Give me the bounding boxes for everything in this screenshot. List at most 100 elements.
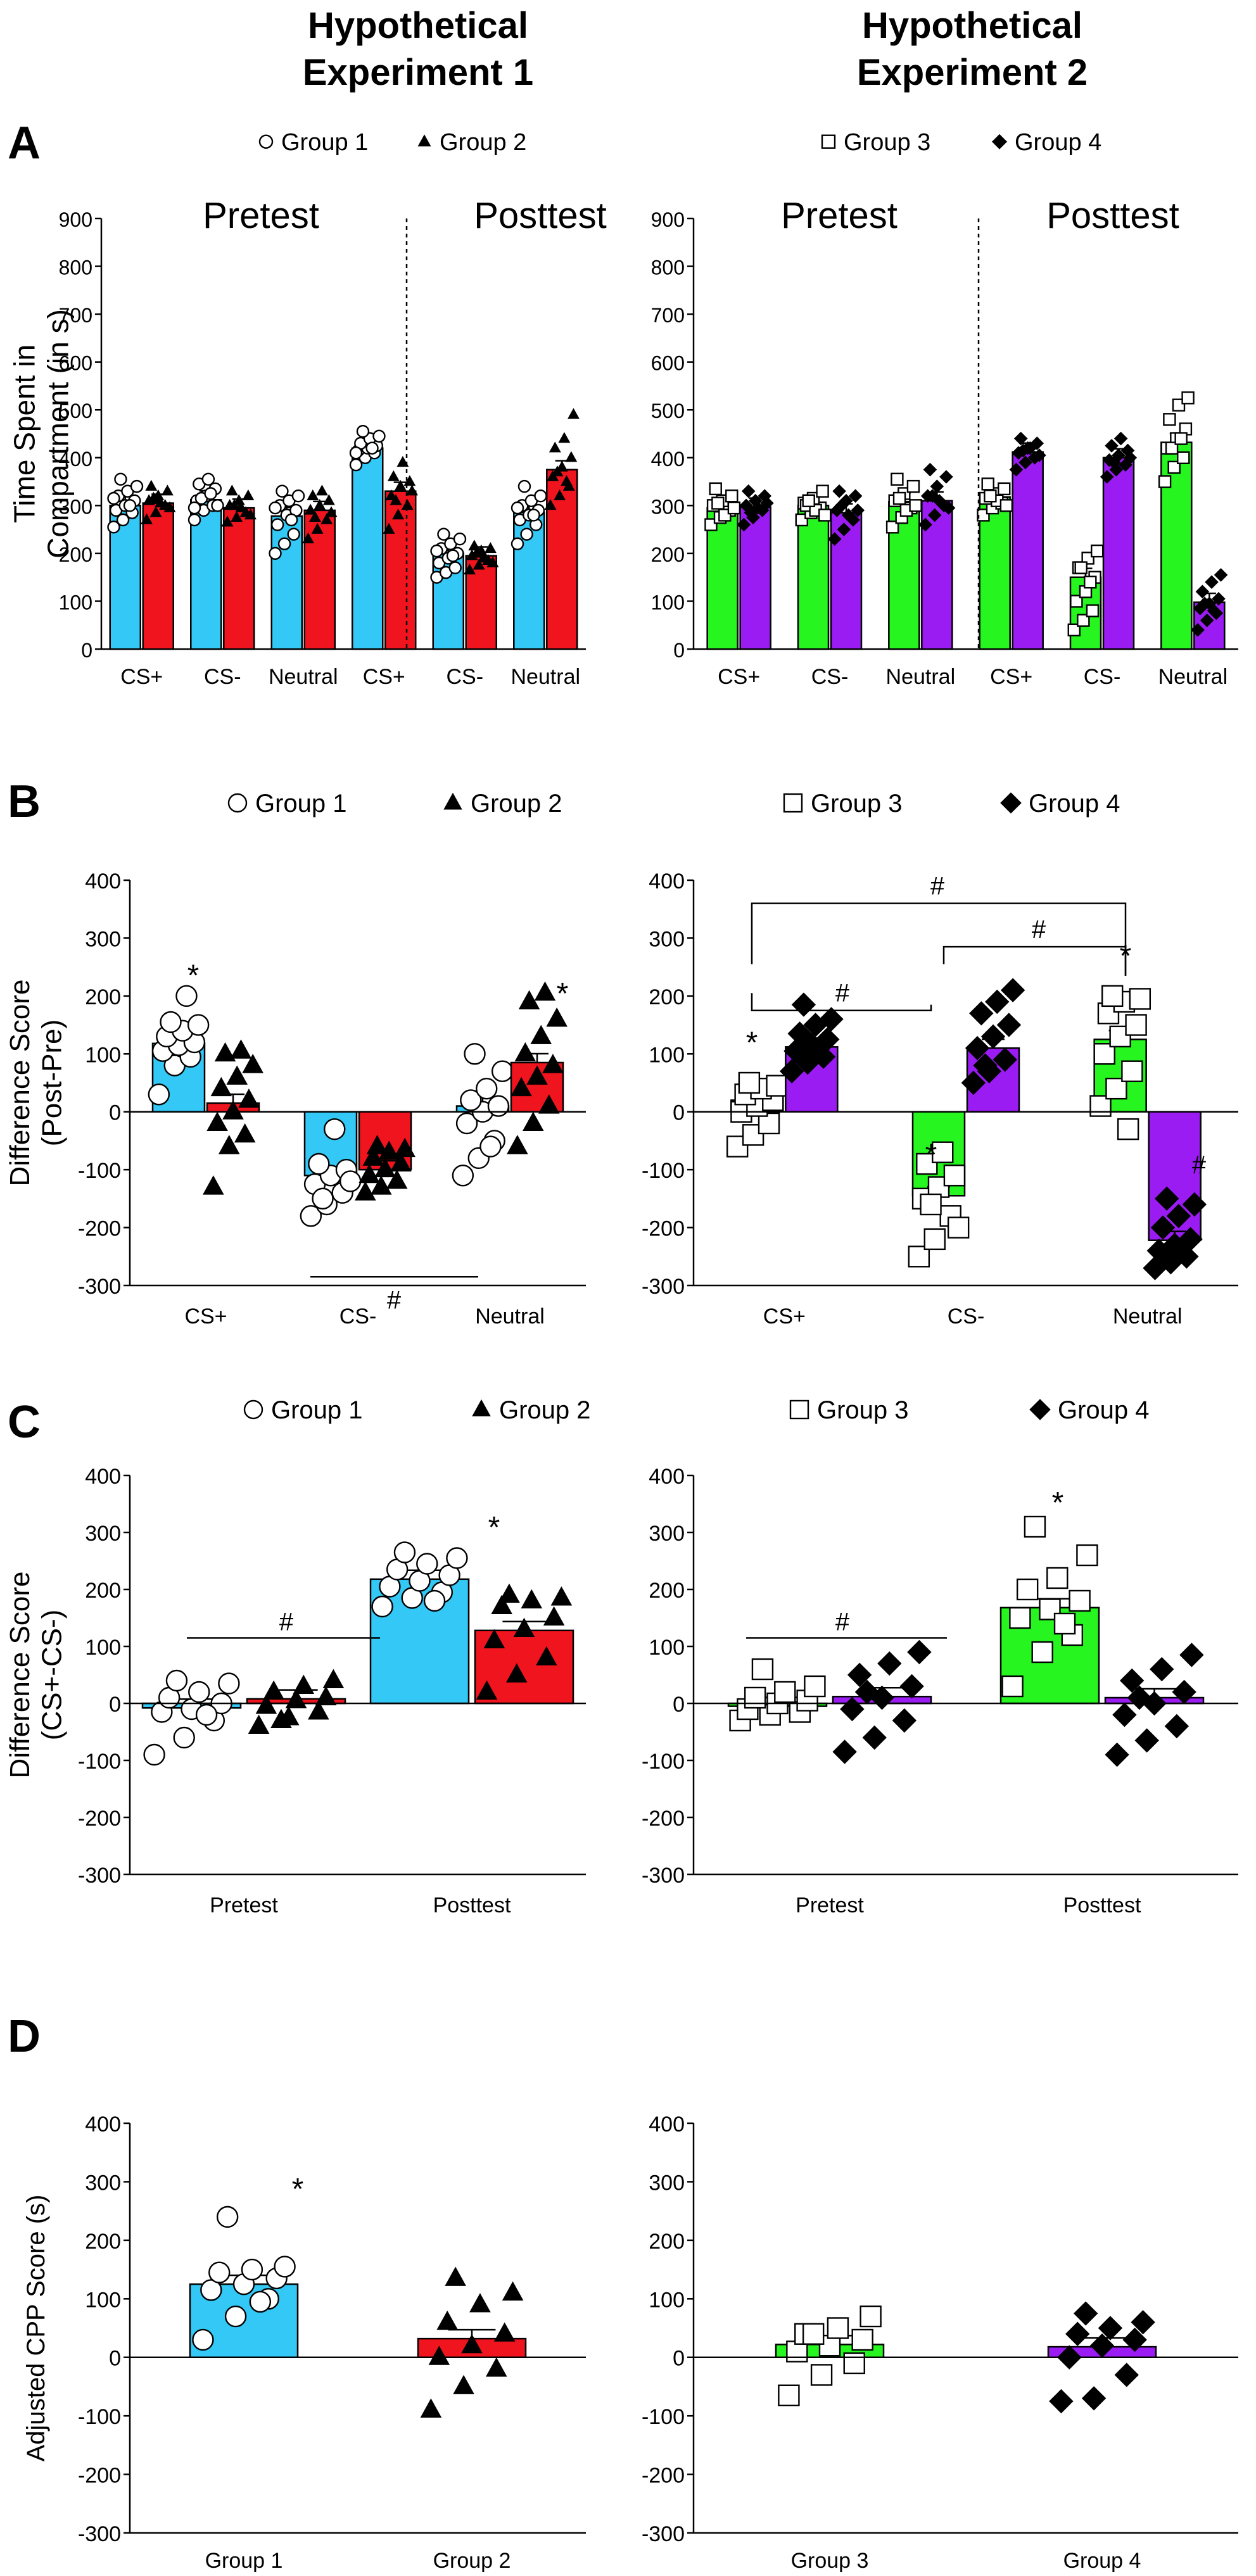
x-category-label: CS-	[204, 665, 241, 689]
y-tick-label: 700	[59, 304, 92, 327]
data-point-triangle	[304, 503, 317, 515]
y-tick-label: 200	[85, 2230, 121, 2254]
data-point-diamond	[779, 1059, 804, 1083]
data-point-circle	[211, 499, 224, 512]
x-category-label: Neutral	[886, 665, 956, 689]
data-point-diamond	[1113, 431, 1128, 446]
data-point-triangle	[358, 1163, 380, 1184]
data-point-square	[804, 1675, 826, 1698]
y-tick-label: 300	[59, 495, 92, 518]
data-point-diamond	[1073, 2301, 1098, 2326]
data-point-triangle	[394, 479, 407, 491]
y-tick-label: 0	[109, 1101, 121, 1125]
data-point-square	[843, 2352, 865, 2375]
data-point-diamond	[1089, 2333, 1115, 2358]
experiment-1-plot: -300 -200 -100 0 100 200 300 400 Pretest Posttest	[78, 1465, 586, 1917]
data-point-circle	[192, 2328, 214, 2351]
y-axis-label-line: Difference Score	[4, 980, 35, 1187]
data-point-triangle	[154, 496, 167, 508]
data-point-circle	[277, 537, 291, 550]
data-point-triangle	[536, 1646, 557, 1665]
experiment-2-plot: -300 -200 -100 0 100 200 300 400 Group 3 Group 4	[642, 2112, 1238, 2573]
data-point-square	[816, 484, 829, 498]
x-category-label: CS+	[184, 1304, 227, 1329]
data-point-triangle	[255, 1695, 277, 1714]
experiment-2-plot: -300 -200 -100 0 100 200 300 400 CS+ CS- Neutral	[642, 869, 1238, 1329]
data-point-diamond	[1155, 1186, 1179, 1211]
x-category-label: Neutral	[475, 1304, 545, 1329]
y-tick-label: 100	[85, 2288, 121, 2312]
data-point-triangle	[315, 1686, 337, 1705]
significance-star: *	[925, 1138, 937, 1171]
data-point-square	[999, 499, 1013, 512]
data-point-circle	[430, 544, 443, 558]
data-point-circle	[460, 1089, 482, 1111]
y-tick-label: 200	[649, 2230, 685, 2254]
y-tick-label: -300	[78, 1864, 121, 1888]
legend-marker-circle	[258, 134, 274, 149]
significance-star: *	[1052, 1486, 1064, 1520]
data-point-diamond	[1162, 1232, 1187, 1258]
data-point-square	[909, 499, 922, 512]
data-point-diamond	[834, 498, 849, 513]
data-point-circle	[455, 1112, 478, 1135]
data-point-circle	[365, 441, 379, 455]
data-point-diamond	[815, 1027, 840, 1052]
legend-marker-diamond	[1000, 792, 1022, 814]
data-point-circle	[416, 1553, 438, 1575]
data-point-circle	[308, 1152, 330, 1175]
data-point-diamond	[737, 517, 751, 532]
data-point-triangle	[222, 1100, 244, 1120]
data-point-circle	[452, 1165, 474, 1187]
data-point-triangle	[355, 1181, 376, 1201]
data-point-circle	[107, 491, 120, 505]
data-point-diamond	[1134, 1728, 1159, 1753]
data-point-diamond	[1009, 462, 1024, 477]
data-point-circle	[491, 1060, 514, 1082]
data-point-diamond	[877, 1651, 902, 1676]
data-point-square	[1165, 441, 1179, 455]
data-point-triangle	[538, 1094, 560, 1114]
experiment-title-line: Experiment 2	[857, 52, 1088, 93]
data-point-triangle	[484, 541, 497, 553]
y-tick-label: -200	[642, 2464, 685, 2488]
y-axis-label-line: Adjusted CPP Score (s)	[22, 2195, 50, 2462]
data-point-triangle	[148, 491, 160, 503]
experiment-1-plot: -300 -200 -100 0 100 200 300 400 CS+ CS- Neutral	[78, 869, 586, 1329]
data-point-square	[1174, 432, 1188, 445]
data-point-triangle	[293, 1674, 315, 1694]
data-point-circle	[437, 527, 450, 541]
bar-group-4	[1012, 451, 1044, 650]
data-point-circle	[349, 446, 363, 460]
data-point-triangle	[468, 540, 481, 551]
data-point-circle	[464, 1043, 486, 1065]
data-point-diamond	[1102, 453, 1117, 467]
data-point-circle	[187, 1014, 210, 1036]
data-point-triangle	[383, 522, 395, 534]
y-tick-label: 800	[59, 256, 92, 279]
data-point-square	[1129, 988, 1151, 1010]
data-point-triangle	[464, 563, 476, 575]
data-point-diamond	[848, 489, 863, 503]
data-point-circle	[173, 1726, 195, 1749]
data-point-diamond	[1195, 584, 1210, 599]
y-tick-label: 200	[649, 985, 685, 1009]
data-point-square	[851, 2328, 873, 2351]
data-point-triangle	[320, 513, 333, 524]
data-point-circle	[241, 2258, 263, 2281]
experiment-title-line: Experiment 1	[303, 52, 533, 93]
data-point-circle	[284, 513, 298, 527]
y-tick-label: 800	[651, 256, 685, 279]
data-point-triangle	[390, 1152, 412, 1171]
data-point-diamond	[847, 1662, 872, 1688]
data-point-triangle	[561, 475, 573, 486]
data-point-diamond	[930, 479, 944, 493]
y-tick-label: 900	[59, 208, 92, 231]
data-point-circle	[511, 537, 524, 550]
y-tick-label: 300	[85, 927, 121, 951]
data-point-triangle	[163, 501, 176, 512]
data-point-diamond	[760, 496, 774, 510]
data-point-diamond	[1100, 470, 1114, 484]
data-point-triangle	[307, 489, 319, 500]
y-tick-label: 900	[651, 208, 685, 231]
